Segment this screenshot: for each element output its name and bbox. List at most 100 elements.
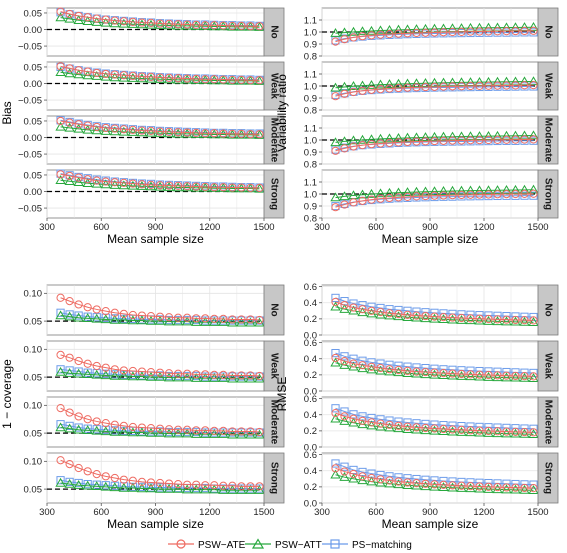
- data-point: [502, 81, 511, 90]
- facet-strip: [537, 340, 559, 392]
- facet-strip-label: Moderate: [269, 118, 280, 163]
- data-point: [255, 482, 264, 491]
- facet-moderate: 0.6 0.4 0.2 0.0 Moderate: [304, 394, 559, 453]
- data-point: [429, 77, 440, 87]
- data-point: [110, 420, 119, 429]
- x-tick-label: 600: [93, 507, 109, 518]
- data-point: [145, 427, 157, 437]
- data-point: [109, 426, 120, 436]
- data-point: [376, 194, 385, 203]
- data-point: [339, 415, 350, 425]
- data-point: [330, 82, 341, 92]
- data-point: [340, 412, 349, 421]
- facet-strip-label: Weak: [543, 353, 554, 379]
- series-line-psw-ate: [335, 193, 534, 208]
- data-point: [56, 170, 65, 179]
- series-line-psw-ate: [60, 173, 260, 189]
- data-point: [146, 478, 156, 487]
- data-point: [447, 482, 458, 492]
- data-point: [411, 312, 422, 322]
- facet-strong: 0.6 0.4 0.2 0.0 Strong: [304, 450, 559, 509]
- data-point: [65, 460, 74, 469]
- x-tick-label: 300: [39, 222, 55, 233]
- data-point: [420, 132, 431, 142]
- data-point: [529, 189, 538, 198]
- data-point: [429, 131, 440, 141]
- series-line-psw-ate: [335, 357, 534, 377]
- data-point: [330, 137, 341, 147]
- series-line-psw-ate: [60, 11, 260, 27]
- data-point: [92, 480, 101, 489]
- data-point: [56, 476, 65, 485]
- data-point: [64, 68, 75, 78]
- data-point: [484, 482, 493, 491]
- data-point: [128, 17, 137, 27]
- legend-item-psw-att: PSW−ATT: [245, 538, 322, 551]
- data-point: [201, 182, 210, 191]
- data-point: [528, 22, 539, 31]
- data-point: [192, 74, 201, 83]
- y-tick-label: 0.8: [304, 159, 317, 170]
- data-point: [164, 181, 174, 190]
- data-point: [118, 126, 130, 136]
- data-point: [64, 478, 75, 488]
- data-point: [367, 140, 376, 149]
- data-point: [420, 78, 431, 87]
- data-point: [92, 122, 101, 132]
- data-point: [128, 179, 137, 188]
- data-point: [74, 311, 83, 320]
- data-point: [474, 131, 485, 140]
- data-point: [340, 35, 349, 44]
- data-point: [174, 20, 183, 29]
- data-point: [110, 70, 119, 79]
- data-point: [519, 428, 530, 438]
- data-point: [146, 424, 156, 433]
- data-point: [155, 73, 165, 82]
- data-point: [510, 130, 521, 140]
- data-point: [394, 29, 403, 38]
- data-point: [421, 479, 430, 488]
- data-point: [127, 482, 139, 492]
- facet-strip-label: No: [269, 303, 280, 316]
- data-point: [520, 81, 529, 90]
- data-point: [137, 477, 147, 486]
- data-point: [119, 178, 128, 188]
- data-point: [466, 190, 475, 199]
- data-point: [192, 20, 201, 29]
- data-point: [146, 126, 156, 135]
- data-point: [118, 180, 130, 190]
- data-point: [100, 314, 111, 324]
- data-point: [65, 408, 74, 417]
- data-point: [228, 371, 237, 380]
- data-point: [246, 371, 255, 380]
- data-point: [92, 68, 101, 78]
- data-point: [201, 316, 210, 325]
- data-point: [174, 128, 183, 137]
- data-point: [466, 314, 475, 323]
- data-point: [83, 415, 92, 424]
- facet-strip-label: Strong: [543, 178, 554, 210]
- data-point: [402, 424, 413, 433]
- data-point: [137, 180, 147, 189]
- data-point: [492, 185, 503, 194]
- series-psw-ate: [56, 456, 264, 491]
- facet-weak: 0.05 0.00 −0.05 Weak: [18, 61, 285, 111]
- data-point: [127, 180, 139, 190]
- data-point: [109, 180, 120, 189]
- y-tick-label: 0.05: [24, 62, 43, 73]
- data-point: [448, 425, 457, 434]
- data-point: [228, 183, 237, 192]
- data-point: [457, 27, 466, 36]
- data-point: [91, 481, 102, 491]
- data-point: [394, 421, 403, 430]
- data-point: [210, 481, 219, 490]
- data-point: [65, 64, 74, 73]
- data-point: [110, 124, 119, 133]
- data-point: [466, 370, 475, 379]
- data-point: [172, 128, 184, 138]
- y-tick-label: 0.4: [304, 466, 317, 477]
- data-point: [384, 187, 395, 197]
- data-point: [412, 479, 421, 488]
- data-point: [255, 130, 264, 139]
- data-point: [483, 76, 494, 86]
